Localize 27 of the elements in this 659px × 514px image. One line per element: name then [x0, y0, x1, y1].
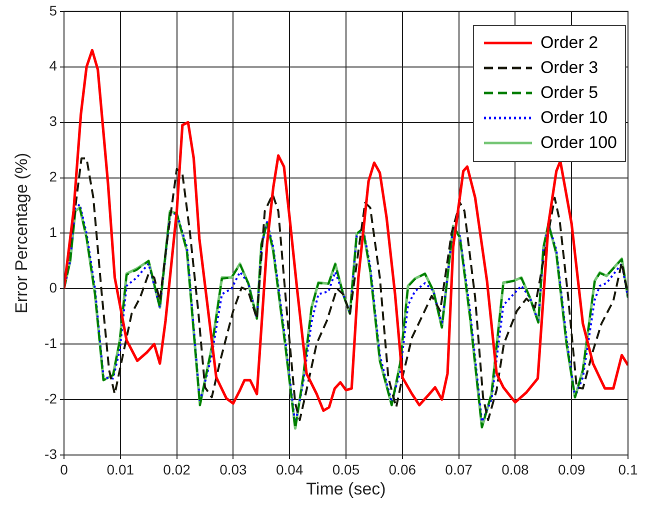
x-tick-label: 0.03	[220, 461, 248, 478]
x-axis-title: Time (sec)	[306, 479, 386, 498]
y-tick-label: 2	[49, 168, 58, 185]
legend-label: Order 2	[540, 32, 598, 53]
y-tick-label: -1	[44, 334, 58, 351]
legend-label: Order 100	[540, 132, 617, 153]
x-tick-label: 0	[60, 461, 68, 478]
y-tick-label: 3	[49, 113, 58, 130]
legend-label: Order 10	[540, 108, 608, 128]
y-tick-label: 0	[49, 280, 58, 296]
legend-label: Order 5	[540, 82, 598, 103]
x-tick-label: 0.09	[558, 461, 586, 478]
y-tick-label: -2	[44, 390, 58, 406]
x-tick-label: 0.01	[106, 461, 134, 478]
x-tick-label: 0.08	[502, 461, 530, 478]
y-tick-label: -3	[44, 446, 58, 462]
y-tick-label: 4	[49, 58, 58, 74]
y-axis-title: Error Percentage (%)	[12, 152, 31, 314]
x-tick-label: 0.07	[445, 461, 473, 478]
legend-label: Order 3	[540, 58, 598, 78]
x-tick-label: 0.05	[332, 461, 360, 478]
x-tick-label: 0.04	[276, 461, 304, 478]
x-tick-label: 0.06	[388, 461, 416, 478]
x-tick-label: 0.02	[163, 461, 191, 478]
x-tick-label: 0.1	[618, 461, 638, 478]
y-tick-label: 1	[49, 224, 58, 240]
y-tick-label: 5	[49, 2, 58, 18]
